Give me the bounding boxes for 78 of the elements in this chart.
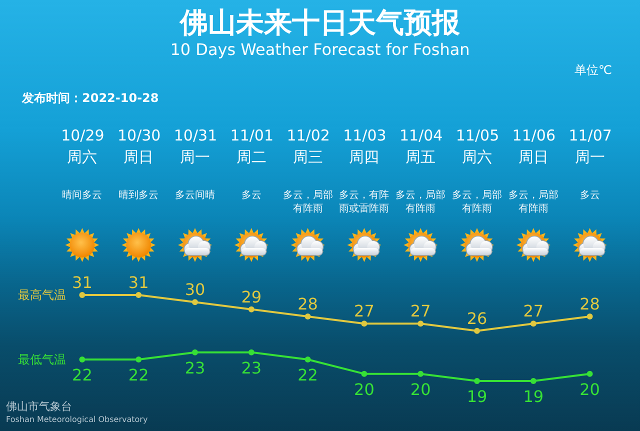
point: [248, 349, 254, 356]
text: 多云: [241, 189, 262, 201]
series-label: 最低气温: [18, 352, 66, 366]
point: [361, 370, 368, 377]
text: 周六: [67, 148, 98, 166]
x-tick-label: 11/04: [399, 126, 443, 144]
text: 多云，局部有阵雨: [282, 189, 333, 214]
data-label: 28: [298, 294, 318, 314]
text: 发布时间：2022-10-28: [21, 91, 159, 105]
text: 周一: [574, 148, 605, 166]
data-label: 27: [354, 302, 374, 321]
text: 晴间多云: [62, 189, 102, 201]
data-label: 27: [523, 302, 544, 321]
data-label: 30: [184, 280, 206, 300]
data-label: 31: [128, 273, 149, 292]
text: 周一: [180, 148, 210, 166]
point: [361, 320, 368, 327]
text: 多云，有阵雨或雷阵雨: [339, 189, 390, 214]
data-label: 23: [241, 358, 262, 378]
point: [474, 328, 480, 334]
data-label: 20: [354, 380, 374, 399]
chart-subtitle: 10 Days Weather Forecast for Foshan: [170, 40, 470, 59]
text: 周三: [292, 148, 323, 166]
text: 佛山市气象台: [6, 400, 72, 413]
chart-title: 佛山未来十日天气预报: [179, 6, 461, 39]
data-label: 23: [184, 358, 206, 378]
point: [418, 370, 424, 377]
series-label: 最高气温: [18, 288, 66, 302]
point: [418, 320, 424, 327]
point: [304, 314, 311, 320]
x-tick-label: 11/01: [230, 126, 274, 144]
text: 多云间晴: [175, 189, 215, 201]
point: [79, 356, 86, 362]
x-tick-label: 11/06: [512, 126, 556, 144]
text: 多云，局部有阵雨: [396, 189, 446, 214]
data-label: 31: [72, 273, 92, 292]
data-label: 26: [466, 308, 488, 328]
x-tick-label: 10/29: [61, 126, 104, 144]
data-label: 20: [580, 380, 600, 399]
text: 多云，局部有阵雨: [508, 189, 558, 214]
x-tick-label: 11/07: [568, 126, 612, 144]
data-label: 20: [410, 380, 431, 399]
point: [530, 378, 536, 384]
point: [586, 370, 593, 377]
text: 周日: [124, 148, 154, 166]
point: [530, 320, 536, 327]
point: [79, 292, 86, 298]
data-label: 22: [72, 366, 92, 384]
text: 周五: [406, 148, 436, 166]
text: 周日: [518, 148, 548, 166]
text: 周二: [236, 148, 266, 166]
x-tick-label: 11/05: [456, 126, 500, 144]
point: [304, 356, 311, 362]
point: [136, 292, 142, 298]
text: 周四: [349, 148, 380, 166]
text: 晴到多云: [118, 189, 159, 201]
point: [474, 378, 480, 384]
x-tick-label: 10/31: [174, 126, 218, 144]
point: [192, 299, 198, 306]
x-tick-label: 11/02: [286, 126, 330, 144]
point: [586, 314, 593, 320]
text: 单位℃: [574, 63, 612, 77]
data-label: 22: [128, 366, 149, 384]
x-tick-label: 10/30: [117, 126, 161, 144]
text: Foshan Meteorological Observatory: [6, 415, 148, 424]
text: 周六: [462, 148, 492, 166]
data-label: 29: [241, 287, 262, 306]
x-tick-label: 11/03: [343, 126, 386, 144]
point: [192, 349, 198, 356]
point: [248, 306, 254, 312]
data-label: 28: [580, 294, 600, 314]
data-label: 22: [298, 366, 318, 384]
text: 多云: [580, 189, 600, 201]
point: [136, 356, 142, 362]
data-label: 27: [410, 302, 431, 321]
data-label: 19: [466, 387, 488, 406]
text: 多云，局部有阵雨: [452, 189, 502, 214]
data-label: 19: [523, 387, 544, 406]
